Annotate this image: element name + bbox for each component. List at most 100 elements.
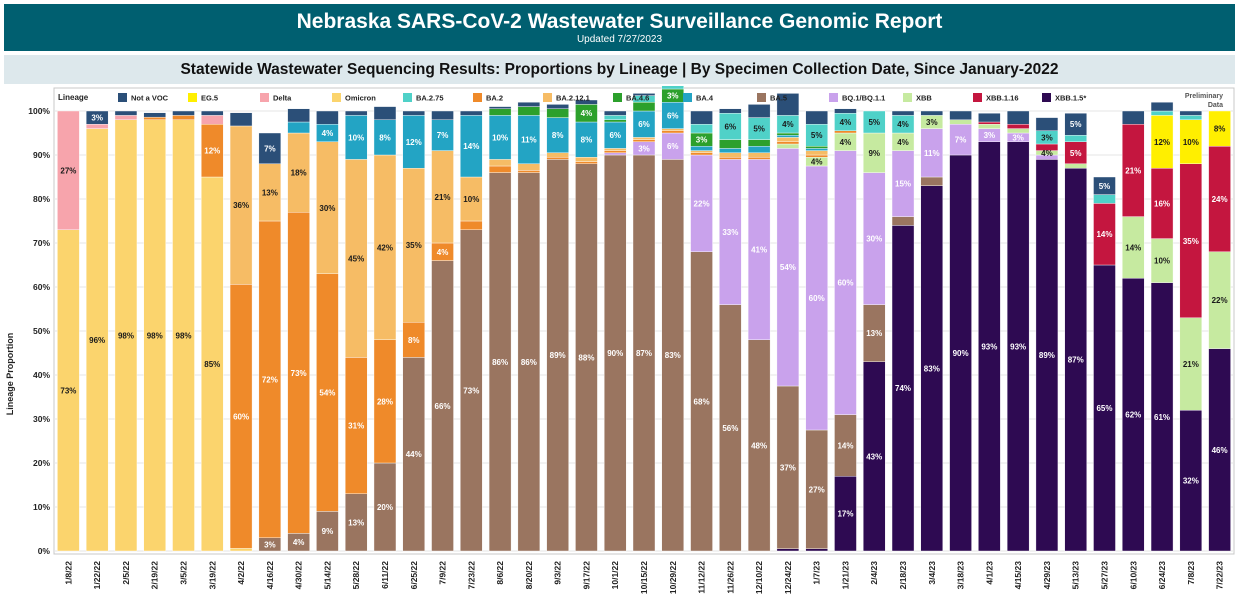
bar-segment-ba-2-12-1[interactable] (488, 159, 512, 167)
bar-segment-ba-2-75[interactable] (604, 115, 627, 120)
bar-segment-ba-4-6[interactable] (604, 119, 627, 123)
bar-segment-not-a-voc[interactable] (1006, 110, 1030, 125)
bar-segment-ba-4-6[interactable] (632, 102, 656, 112)
bar-segment-ba-2-12-1[interactable] (719, 152, 742, 158)
bar-segment-ba-2-12-1[interactable] (661, 128, 684, 131)
bar-segment-not-a-voc[interactable] (805, 110, 828, 125)
bar-segment-ba-2[interactable] (776, 141, 800, 145)
bar-segment-ba-2-12-1[interactable] (747, 152, 771, 158)
bar-segment-ba-2-12-1[interactable] (546, 152, 569, 158)
bar-segment-delta[interactable] (57, 110, 80, 231)
bar-segment-omicron[interactable] (229, 548, 253, 552)
legend-item-ba-2[interactable]: BA.2 (473, 93, 503, 103)
bar-segment-ba-2[interactable] (488, 165, 512, 173)
bar-segment-xbb[interactable] (949, 119, 972, 125)
legend-item-xbb-1-16[interactable]: XBB.1.16 (973, 93, 1019, 103)
bar-segment-not-a-voc[interactable] (488, 106, 512, 110)
bar-segment-ba-4-6[interactable] (546, 108, 569, 118)
bar-segment-not-a-voc[interactable] (1035, 117, 1059, 132)
legend-item-ba-2-75[interactable]: BA.2.75 (403, 93, 444, 103)
bar-segment-ba-2-12-1[interactable] (776, 137, 800, 143)
bar-segment-ba-2-75[interactable] (863, 110, 886, 134)
bar-segment-not-a-voc[interactable] (834, 108, 857, 114)
bar-segment-ba-4-6[interactable] (719, 139, 742, 149)
legend-item-ba-4-6[interactable]: BA.4.6 (613, 93, 649, 103)
bar-segment-xbb-1-16[interactable] (1006, 124, 1030, 129)
bar-segment-ba-2[interactable] (546, 156, 569, 160)
bar-segment-ba-4-6[interactable] (517, 106, 541, 116)
bar-segment-ba-2-12-1[interactable] (805, 150, 828, 156)
bar-segment-not-a-voc[interactable] (604, 110, 627, 116)
bar-segment-ba-2-12-1[interactable] (604, 148, 627, 151)
bar-segment-ba-5[interactable] (920, 176, 944, 187)
bar-segment-not-a-voc[interactable] (431, 110, 454, 121)
bar-segment-ba-2-75[interactable] (690, 124, 713, 134)
bar-segment-ba-2[interactable] (575, 161, 598, 164)
bar-segment-xbb-1-16[interactable] (978, 121, 1001, 125)
bar-segment-ba-2-75[interactable] (1179, 115, 1203, 120)
bar-segment-ba-2-12-1[interactable] (632, 137, 656, 140)
bar-segment-not-a-voc[interactable] (229, 112, 253, 127)
legend-item-bq-1-bq-1-1[interactable]: BQ.1/BQ.1.1 (829, 93, 885, 103)
bar-segment-not-a-voc[interactable] (373, 106, 397, 121)
bar-segment-xbb[interactable] (1064, 163, 1087, 169)
bar-segment-not-a-voc[interactable] (575, 99, 598, 105)
bar-segment-not-a-voc[interactable] (1064, 113, 1087, 136)
bar-segment-ba-2-75[interactable] (1064, 135, 1087, 143)
bar-segment-xbb-1-5[interactable] (776, 548, 800, 552)
bar-segment-ba-2-75[interactable] (661, 86, 684, 90)
bar-segment-ba-4[interactable] (747, 146, 771, 154)
bar-segment-not-a-voc[interactable] (201, 110, 224, 116)
bar-segment-not-a-voc[interactable] (1122, 110, 1145, 125)
bar-segment-ba-4-6[interactable] (747, 139, 771, 147)
legend-item-omicron[interactable]: Omicron (332, 93, 376, 103)
bar-segment-ba-2[interactable] (719, 156, 742, 160)
bar-segment-not-a-voc[interactable] (258, 132, 282, 164)
bar-segment-ba-2[interactable] (172, 115, 195, 120)
bar-segment-ba-2[interactable] (460, 220, 483, 231)
bar-segment-not-a-voc[interactable] (344, 110, 368, 116)
bar-segment-xbb-1-5[interactable] (805, 548, 828, 552)
legend-item-delta[interactable]: Delta (260, 93, 292, 103)
bar-segment-ba-4[interactable] (805, 148, 828, 151)
legend-item-ba-4[interactable]: BA.4 (683, 93, 714, 103)
legend-item-ba-2-12-1[interactable]: BA.2.12.1 (543, 93, 590, 103)
bar-segment-not-a-voc[interactable] (719, 108, 742, 114)
legend-item-not-a-voc[interactable]: Not a VOC (118, 93, 169, 103)
bar-segment-ba-2[interactable] (143, 116, 166, 120)
bar-segment-ba-2-12-1[interactable] (517, 163, 541, 171)
bar-segment-not-a-voc[interactable] (316, 110, 339, 125)
bar-segment-ba-4-6[interactable] (805, 146, 828, 149)
bar-segment-ba-2-75[interactable] (1150, 110, 1174, 116)
bar-segment-ba-2-12-1[interactable] (575, 156, 598, 162)
bar-segment-delta[interactable] (201, 115, 224, 125)
bar-segment-not-a-voc[interactable] (949, 110, 972, 121)
bar-segment-ba-4[interactable] (690, 146, 713, 151)
bar-segment-not-a-voc[interactable] (1150, 102, 1174, 112)
bar-segment-ba-2[interactable] (632, 139, 656, 142)
bar-segment-ba-2[interactable] (517, 170, 541, 173)
bar-segment-not-a-voc[interactable] (172, 110, 195, 116)
legend-item-eg-5[interactable]: EG.5 (188, 93, 218, 103)
bar-segment-xbb[interactable] (776, 143, 800, 149)
bar-segment-not-a-voc[interactable] (632, 93, 656, 96)
bar-segment-xbb[interactable] (1006, 128, 1030, 134)
bar-segment-not-a-voc[interactable] (85, 110, 109, 125)
bar-segment-ba-2[interactable] (690, 152, 713, 156)
bar-segment-not-a-voc[interactable] (517, 102, 541, 107)
bar-segment-ba-2[interactable] (747, 156, 771, 160)
bar-segment-not-a-voc[interactable] (978, 113, 1001, 123)
legend-item-xbb[interactable]: XBB (903, 93, 932, 103)
bar-segment-ba-4[interactable] (287, 121, 310, 134)
bar-segment-ba-4-6[interactable] (488, 108, 512, 116)
bar-segment-not-a-voc[interactable] (114, 110, 138, 116)
legend-item-ba-5[interactable]: BA.5 (757, 93, 787, 103)
bar-segment-not-a-voc[interactable] (690, 110, 713, 125)
bar-segment-delta[interactable] (114, 115, 138, 120)
bar-segment-ba-4-6[interactable] (776, 132, 800, 136)
bar-segment-not-a-voc[interactable] (460, 110, 483, 116)
bar-segment-ba-2-75[interactable] (1093, 194, 1116, 204)
bar-segment-not-a-voc[interactable] (287, 108, 310, 123)
bar-segment-not-a-voc[interactable] (891, 110, 915, 116)
bar-segment-ba-2[interactable] (661, 130, 684, 134)
